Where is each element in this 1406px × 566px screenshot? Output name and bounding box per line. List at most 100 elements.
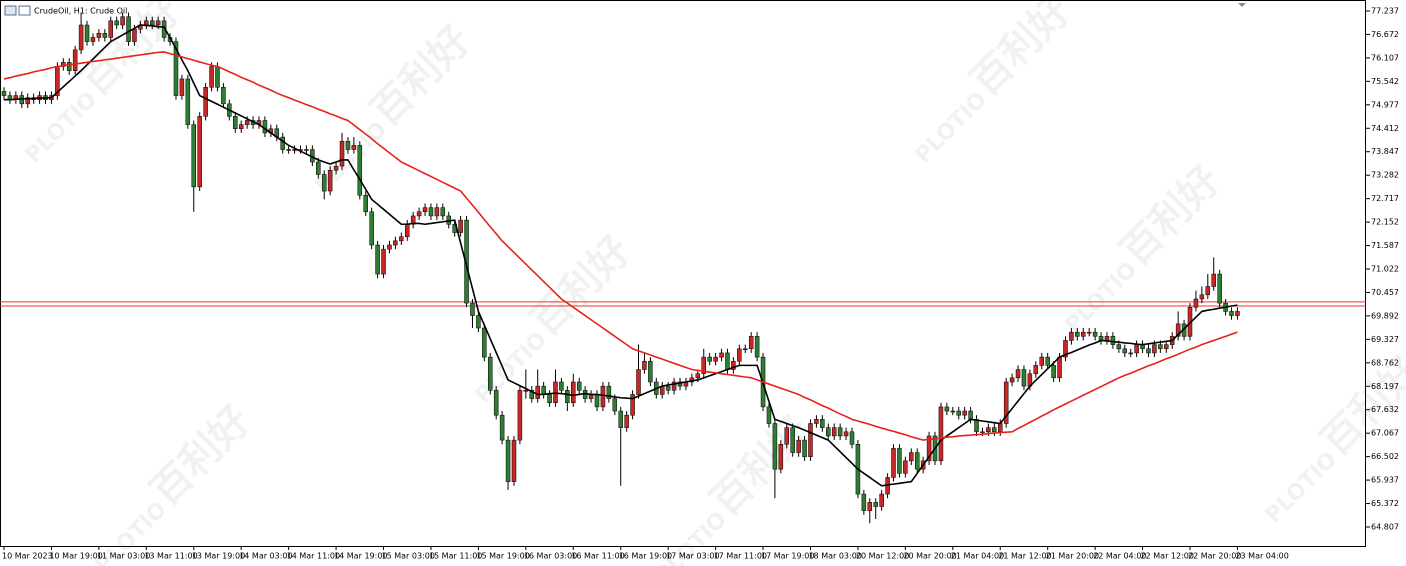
candle-body xyxy=(233,116,238,130)
candle-body xyxy=(464,219,469,304)
candle-body xyxy=(126,16,131,42)
y-tick-label: 73.282 xyxy=(1371,171,1399,180)
candle-body xyxy=(517,390,523,441)
candle-body xyxy=(1051,365,1056,379)
candle-body xyxy=(488,356,493,391)
candle-body xyxy=(1193,298,1199,308)
candle-body xyxy=(25,97,30,105)
y-tick-label: 74.412 xyxy=(1371,124,1399,133)
candle-body xyxy=(72,49,78,71)
candle-body xyxy=(505,439,511,482)
candle-body xyxy=(879,493,884,507)
candle-body xyxy=(1229,311,1234,316)
y-tick-label: 67.632 xyxy=(1371,405,1399,414)
y-tick-label: 65.937 xyxy=(1371,476,1399,485)
candle-body xyxy=(482,327,487,358)
y-tick-label: 75.542 xyxy=(1371,77,1399,86)
candle-body xyxy=(470,302,475,316)
candle-body xyxy=(529,390,535,399)
plot-frame xyxy=(0,0,1366,547)
candle-body xyxy=(950,410,956,413)
candle-body xyxy=(1033,365,1039,374)
candle-body xyxy=(215,66,220,88)
candle-body xyxy=(1199,294,1205,300)
y-tick-label: 73.847 xyxy=(1371,147,1399,156)
y-tick-label: 65.372 xyxy=(1371,499,1399,508)
candle-body xyxy=(327,170,333,192)
candle-body xyxy=(642,360,647,370)
candle-body xyxy=(185,78,191,125)
candle-body xyxy=(393,240,398,246)
candle-body xyxy=(719,352,724,358)
candle-body xyxy=(944,406,950,412)
candle-body xyxy=(1075,331,1080,337)
x-tick-label: 21 Mar 20:00 xyxy=(1046,552,1099,561)
candle-body xyxy=(820,419,825,428)
candle-body xyxy=(849,431,855,445)
x-tick-label: 16 Mar 03:00 xyxy=(524,552,577,561)
candle-body xyxy=(511,439,517,482)
candle-body xyxy=(926,435,932,462)
candle-body xyxy=(434,207,440,217)
candle-body xyxy=(790,427,795,453)
candle-body xyxy=(345,140,351,150)
candle-body xyxy=(713,356,718,362)
x-tick-label: 18 Mar 03:00 xyxy=(808,552,861,561)
candle-body xyxy=(363,194,368,213)
candle-body xyxy=(630,394,635,416)
candle-body xyxy=(244,120,250,125)
candle-body xyxy=(571,381,576,403)
candle-body xyxy=(594,394,600,408)
candle-body xyxy=(1057,356,1062,379)
candle-body xyxy=(873,502,878,507)
candle-body xyxy=(351,145,357,150)
candle-body xyxy=(535,385,540,399)
candle-body xyxy=(1110,336,1116,345)
candle-body xyxy=(962,410,967,416)
candle-body xyxy=(1039,356,1044,366)
candle-body xyxy=(280,136,285,150)
candle-body xyxy=(262,120,268,134)
x-tick-label: 11 Mar 03:00 xyxy=(97,552,150,561)
candle-body xyxy=(221,87,226,105)
candle-body xyxy=(725,352,730,370)
x-tick-label: 21 Mar 04:00 xyxy=(951,552,1004,561)
candle-body xyxy=(375,244,380,275)
x-tick-label: 14 Mar 03:00 xyxy=(239,552,292,561)
shift-marker xyxy=(1238,3,1246,7)
candle-body xyxy=(914,452,920,470)
candle-body xyxy=(381,248,386,275)
y-tick-label: 77.237 xyxy=(1371,7,1399,16)
candle-body xyxy=(618,410,623,428)
candle-body xyxy=(90,37,96,42)
candle-body xyxy=(1069,331,1074,341)
candle-body xyxy=(897,448,902,474)
candle-body xyxy=(108,20,113,38)
candle-body xyxy=(968,410,973,420)
candle-body xyxy=(1,91,7,96)
y-tick-label: 68.762 xyxy=(1371,358,1399,367)
candle-body xyxy=(843,431,849,437)
candle-body xyxy=(903,460,908,474)
candle-body xyxy=(1081,331,1086,337)
candle-body xyxy=(61,62,66,67)
y-tick-label: 71.022 xyxy=(1371,264,1399,273)
x-tick-label: 22 Mar 04:00 xyxy=(1093,552,1146,561)
candle-body xyxy=(636,369,641,395)
chart-title: CrudeOil, H1: Crude Oil xyxy=(34,7,127,16)
candle-body xyxy=(826,427,831,437)
candle-body xyxy=(576,381,582,391)
candle-body xyxy=(796,439,801,453)
y-tick-label: 68.197 xyxy=(1371,382,1399,391)
candle-body xyxy=(238,124,244,130)
x-tick-label: 17 Mar 03:00 xyxy=(666,552,719,561)
y-tick-label: 71.587 xyxy=(1371,241,1399,250)
candle-body xyxy=(410,215,416,225)
candle-body xyxy=(1128,352,1133,355)
candle-body xyxy=(1104,336,1110,341)
candle-body xyxy=(1116,344,1122,350)
candle-body xyxy=(197,116,202,188)
candle-body xyxy=(671,381,677,391)
